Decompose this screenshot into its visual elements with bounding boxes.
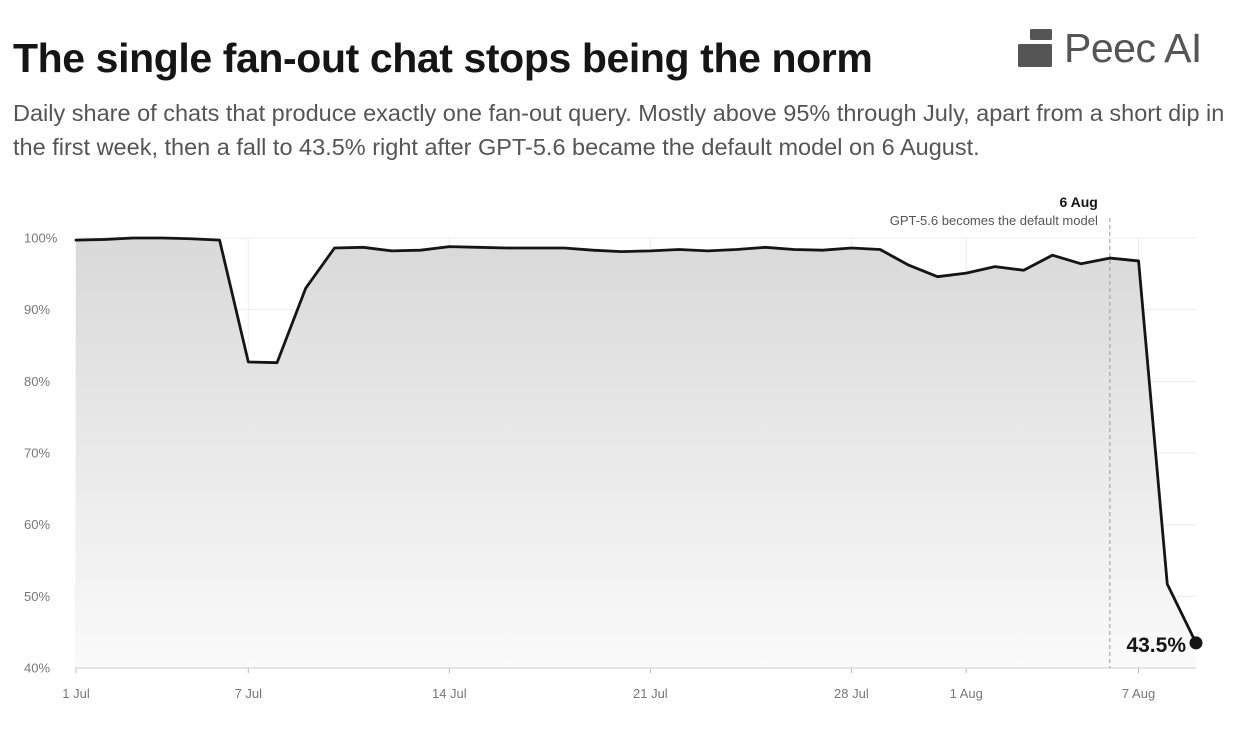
- x-tick-label: 28 Jul: [834, 686, 869, 701]
- y-tick-label: 60%: [24, 517, 50, 532]
- chart-title: The single fan-out chat stops being the …: [13, 35, 873, 81]
- brand-name: Peec AI: [1064, 25, 1202, 71]
- y-tick-label: 90%: [24, 302, 50, 317]
- x-tick-label: 7 Aug: [1122, 686, 1155, 701]
- x-tick-label: 14 Jul: [432, 686, 467, 701]
- peec-ai-logo-icon: [1018, 29, 1052, 67]
- series-area: [76, 238, 1196, 668]
- end-point-marker: [1189, 636, 1203, 650]
- x-tick-label: 1 Jul: [62, 686, 90, 701]
- brand-logo: Peec AI: [1018, 26, 1202, 70]
- y-tick-label: 80%: [24, 374, 50, 389]
- y-tick-label: 100%: [24, 231, 58, 246]
- y-tick-label: 70%: [24, 446, 50, 461]
- x-tick-label: 1 Aug: [950, 686, 983, 701]
- series-line: [74, 236, 1198, 645]
- y-tick-label: 50%: [24, 589, 50, 604]
- chart-subtitle: Daily share of chats that produce exactl…: [13, 100, 1225, 160]
- y-tick-label: 40%: [24, 661, 50, 676]
- end-value-label: 43.5%: [1126, 634, 1186, 657]
- annotation-note: GPT-5.6 becomes the default model: [890, 213, 1098, 228]
- x-tick-label: 21 Jul: [633, 686, 668, 701]
- annotation-date-label: 6 Aug: [1059, 194, 1097, 210]
- x-tick-label: 7 Jul: [235, 686, 263, 701]
